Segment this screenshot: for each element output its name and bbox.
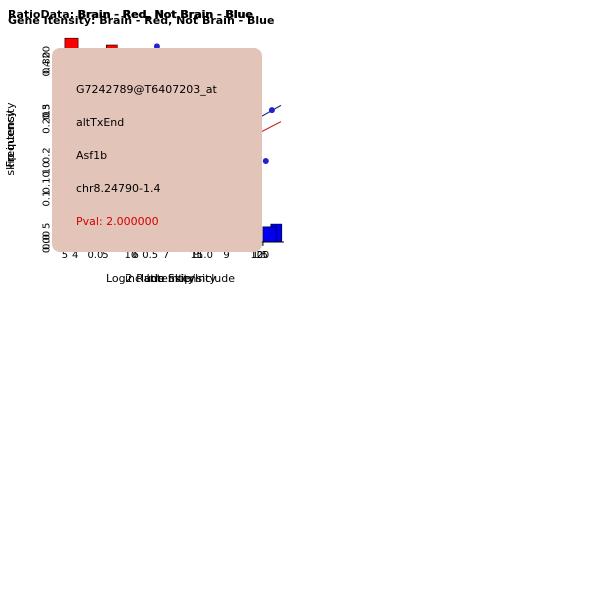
svg-text:4: 4 bbox=[72, 250, 78, 261]
svg-text:0.20: 0.20 bbox=[42, 111, 53, 133]
ratio-histogram-title: RatioData: Brain - Red, Not Brain - Blue bbox=[8, 8, 254, 21]
svg-text:6: 6 bbox=[133, 250, 139, 261]
svg-text:5: 5 bbox=[102, 250, 108, 261]
svg-text:20: 20 bbox=[257, 250, 270, 261]
svg-text:0.1: 0.1 bbox=[42, 191, 53, 207]
svg-text:Frequency: Frequency bbox=[4, 110, 17, 167]
svg-text:5: 5 bbox=[62, 250, 68, 261]
scatter-title: Brain - Red, Not Brain - Blue bbox=[77, 8, 253, 21]
svg-text:7: 7 bbox=[163, 250, 169, 261]
svg-text:10: 10 bbox=[42, 162, 53, 175]
svg-text:1.0: 1.0 bbox=[197, 250, 213, 261]
info-line: Asf1b bbox=[76, 149, 108, 162]
svg-text:0.4: 0.4 bbox=[42, 61, 53, 77]
svg-text:10: 10 bbox=[125, 250, 138, 261]
gene-intensity-histogram-title: Gene Itensity: Brain - Red, Not Brain - … bbox=[8, 14, 275, 27]
svg-text:10: 10 bbox=[250, 250, 263, 261]
svg-text:1.5: 1.5 bbox=[252, 250, 268, 261]
svg-text:5: 5 bbox=[42, 223, 53, 229]
info-line: Pval: 2.000000 bbox=[76, 215, 159, 228]
info-box: G7242789@T6407203_at altTxEnd Asf1b chr8.24… bbox=[52, 48, 262, 252]
svg-text:9: 9 bbox=[223, 250, 229, 261]
svg-text:0.0: 0.0 bbox=[42, 234, 53, 250]
svg-text:Log2 Ratio Skip/Include: Log2 Ratio Skip/Include bbox=[106, 272, 235, 285]
svg-text:0.00: 0.00 bbox=[42, 231, 53, 253]
svg-text:Intensity: Intensity bbox=[147, 272, 195, 285]
svg-text:skip intensity: skip intensity bbox=[4, 102, 17, 176]
svg-text:20: 20 bbox=[42, 46, 53, 59]
svg-text:include intensity: include intensity bbox=[125, 272, 217, 285]
svg-text:0.2: 0.2 bbox=[42, 147, 53, 163]
info-line: altTxEnd bbox=[76, 116, 125, 129]
svg-text:0.0: 0.0 bbox=[87, 250, 103, 261]
svg-text:0.10: 0.10 bbox=[42, 171, 53, 193]
svg-text:15: 15 bbox=[42, 104, 53, 117]
svg-text:Frequency: Frequency bbox=[4, 110, 17, 167]
svg-text:0.5: 0.5 bbox=[142, 250, 158, 261]
svg-text:0.3: 0.3 bbox=[42, 104, 53, 120]
info-line: G7242789@T6407203_at bbox=[76, 83, 217, 96]
info-line: chr8.24790-1.4 bbox=[76, 182, 161, 195]
svg-text:8: 8 bbox=[193, 250, 199, 261]
svg-text:15: 15 bbox=[191, 250, 204, 261]
svg-text:0.30: 0.30 bbox=[42, 52, 53, 74]
panel-gene-info: G7242789@T6407203_at altTxEnd Asf1b chr8.24… bbox=[0, 0, 300, 300]
